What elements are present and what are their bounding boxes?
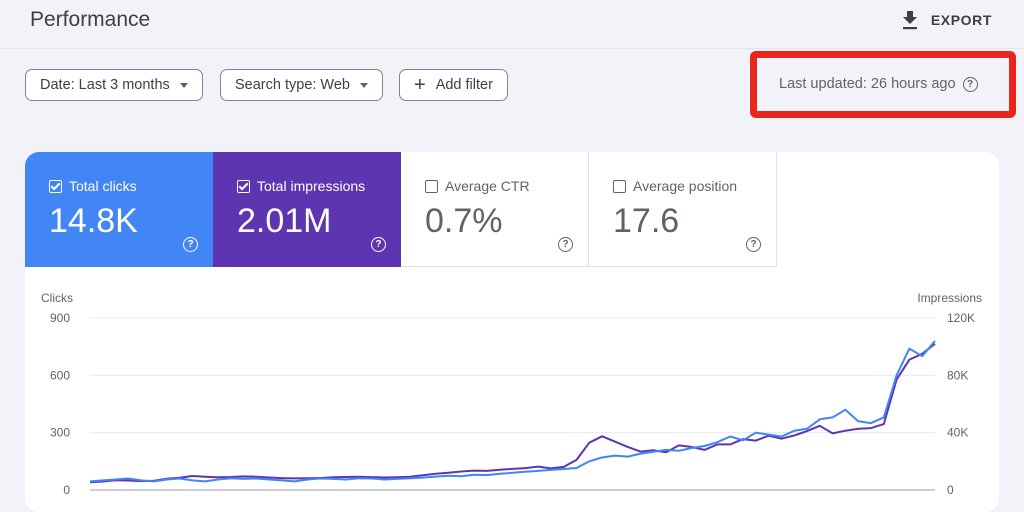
checkbox-icon[interactable] bbox=[49, 179, 62, 193]
right-axis-label: Impressions bbox=[917, 291, 982, 305]
caret-down-icon bbox=[179, 82, 188, 88]
right-tick-label: 40K bbox=[947, 426, 968, 440]
checkbox-icon[interactable] bbox=[425, 179, 438, 193]
page-title: Performance bbox=[30, 8, 151, 31]
performance-chart: Clicks Impressions 900 120K 600 80K 300 40K 0 0 bbox=[41, 291, 982, 497]
download-icon bbox=[902, 11, 917, 30]
metric-value: 0.7% bbox=[425, 202, 503, 240]
left-tick-label: 0 bbox=[63, 483, 70, 497]
help-icon[interactable]: ? bbox=[558, 237, 573, 252]
metric-value: 17.6 bbox=[613, 202, 680, 240]
export-label: EXPORT bbox=[930, 12, 992, 28]
last-updated-text: Last updated: 26 hours ago bbox=[779, 76, 956, 92]
add-filter-label: Add filter bbox=[435, 77, 493, 93]
clicks-series-line bbox=[89, 340, 936, 483]
performance-card: Total clicks 14.8K ? Total impressions 2… bbox=[25, 152, 999, 512]
metric-total-clicks[interactable]: Total clicks 14.8K ? bbox=[25, 152, 213, 267]
checkbox-icon[interactable] bbox=[237, 179, 250, 193]
search-type-label: Search type: Web bbox=[235, 77, 350, 93]
metric-label: Average position bbox=[633, 178, 738, 194]
right-tick-label: 80K bbox=[947, 368, 968, 382]
metric-average-position[interactable]: Average position 17.6 ? bbox=[589, 152, 777, 267]
date-filter-label: Date: Last 3 months bbox=[40, 77, 170, 93]
metric-label: Total clicks bbox=[69, 178, 137, 194]
left-tick-label: 300 bbox=[50, 426, 70, 440]
left-tick-label: 600 bbox=[50, 368, 70, 382]
last-updated-status: Last updated: 26 hours ago ? bbox=[779, 76, 978, 92]
help-icon[interactable]: ? bbox=[746, 237, 761, 252]
metric-label: Total impressions bbox=[257, 178, 366, 194]
help-icon[interactable]: ? bbox=[371, 237, 386, 252]
plus-icon: + bbox=[414, 74, 426, 96]
left-axis-label: Clicks bbox=[41, 291, 73, 305]
metric-average-ctr[interactable]: Average CTR 0.7% ? bbox=[401, 152, 589, 267]
right-tick-label: 120K bbox=[947, 311, 975, 325]
left-tick-label: 900 bbox=[50, 311, 70, 325]
metric-value: 14.8K bbox=[49, 202, 138, 240]
help-icon[interactable]: ? bbox=[183, 237, 198, 252]
impressions-series-line bbox=[89, 343, 936, 484]
search-type-chip[interactable]: Search type: Web bbox=[220, 69, 383, 101]
help-icon[interactable]: ? bbox=[962, 76, 978, 92]
checkbox-icon[interactable] bbox=[613, 179, 626, 193]
right-tick-label: 0 bbox=[947, 483, 954, 497]
metric-value: 2.01M bbox=[237, 202, 332, 240]
metric-total-impressions[interactable]: Total impressions 2.01M ? bbox=[213, 152, 401, 267]
export-button[interactable]: EXPORT bbox=[901, 10, 992, 30]
caret-down-icon bbox=[360, 82, 368, 88]
metric-label: Average CTR bbox=[445, 178, 530, 194]
highlight-annotation: Last updated: 26 hours ago ? bbox=[750, 51, 1016, 118]
date-filter-chip[interactable]: Date: Last 3 months bbox=[25, 69, 203, 101]
top-bar: Performance EXPORT bbox=[0, 0, 1024, 49]
add-filter-button[interactable]: + Add filter bbox=[399, 69, 508, 101]
